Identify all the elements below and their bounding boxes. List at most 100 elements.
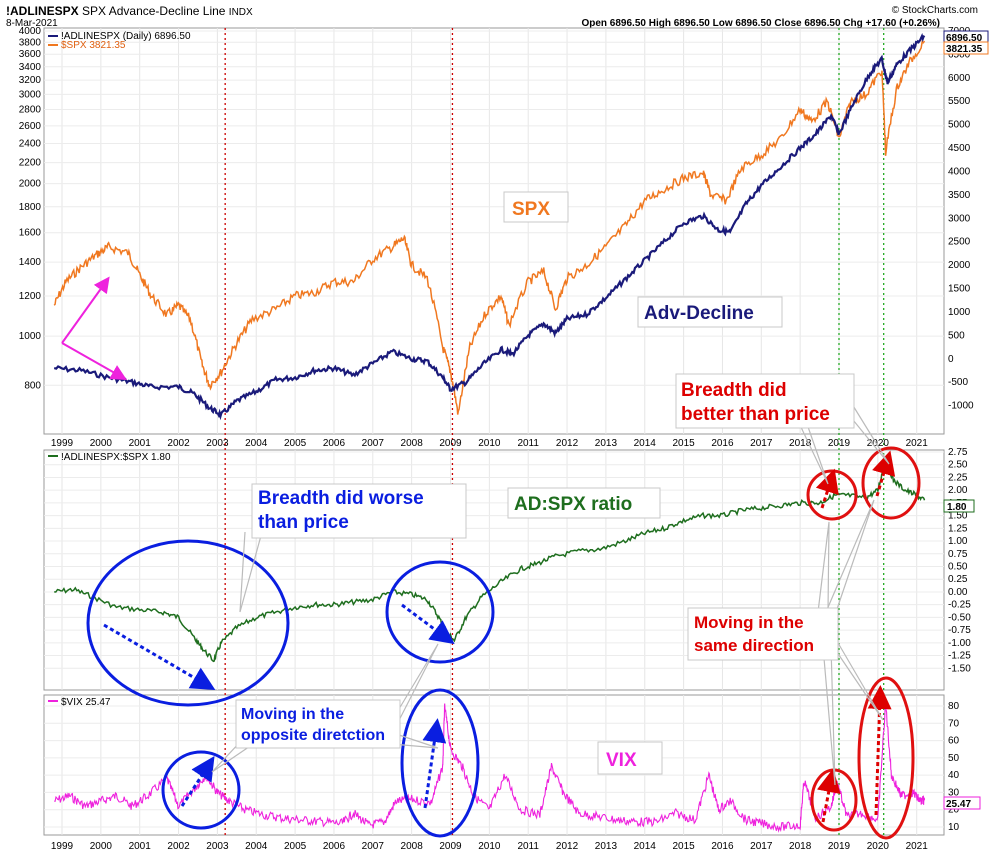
circle-2008-vix — [400, 688, 480, 838]
x-tick-label-bottom: 2019 — [828, 841, 851, 852]
x-tick-label-top: 2003 — [206, 438, 229, 449]
vix-tick-label: 50 — [948, 753, 960, 764]
x-tick-label-top: 2008 — [401, 438, 424, 449]
ratio-tick-label: -0.50 — [948, 612, 971, 623]
y-tick-label-right: 6500 — [948, 49, 971, 60]
x-tick-label-bottom: 2002 — [167, 841, 190, 852]
svg-text:opposite diretction: opposite diretction — [241, 727, 385, 744]
label-ratio: AD:SPX ratio — [507, 487, 661, 519]
x-tick-label-top: 2012 — [556, 438, 579, 449]
arrow-blue-2 — [401, 603, 455, 645]
x-tick-label-top: 2004 — [245, 438, 268, 449]
ratio-legend: !ADLINESPX:$SPX 1.80 — [48, 452, 171, 463]
x-tick-label-top: 2009 — [439, 438, 462, 449]
ratio-tick-label: 0.50 — [948, 562, 968, 573]
y-tick-label-left: 2000 — [19, 179, 42, 190]
arrow-blue-4 — [422, 718, 447, 809]
y-tick-label-right: 4000 — [948, 166, 971, 177]
y-tick-label-left: 2800 — [19, 105, 42, 116]
circle-2020-vix — [857, 676, 915, 840]
x-tick-label-bottom: 2021 — [906, 841, 929, 852]
y-tick-label-left: 3400 — [19, 62, 42, 73]
y-tick-label-left: 4000 — [19, 26, 42, 37]
ratio-tick-label: -1.00 — [948, 638, 971, 649]
x-tick-label-top: 2001 — [129, 438, 152, 449]
x-tick-label-top: 1999 — [51, 438, 74, 449]
y-tick-label-left: 1200 — [19, 291, 42, 302]
svg-text:Breadth did worse: Breadth did worse — [258, 488, 424, 509]
arrow-red-4 — [867, 685, 892, 816]
ratio-tick-label: 2.00 — [948, 485, 968, 496]
x-tick-label-bottom: 2012 — [556, 841, 579, 852]
x-tick-label-top: 2007 — [362, 438, 385, 449]
y-tick-label-left: 3800 — [19, 37, 42, 48]
chart-date: 8-Mar-2021 — [6, 18, 58, 29]
svg-text:1.80: 1.80 — [947, 502, 967, 513]
symbol: !ADLINESPX — [6, 4, 79, 18]
x-tick-label-top: 2018 — [789, 438, 812, 449]
y-tick-label-left: 1600 — [19, 228, 42, 239]
x-tick-label-top: 2011 — [517, 438, 539, 449]
panel-price-frame — [43, 27, 945, 435]
last-value-ratio: 1.80 — [943, 499, 975, 513]
ratio-tick-label: 0.00 — [948, 587, 968, 598]
symbol-name: SPX Advance-Decline Line — [82, 4, 226, 18]
label-breadth-better: Breadth did better than price — [675, 373, 855, 429]
x-tick-label-bottom: 2008 — [401, 841, 424, 852]
circle-2008-ratio — [385, 560, 495, 664]
ratio-series-line — [54, 458, 926, 663]
vix-tick-label: 40 — [948, 770, 960, 781]
x-tick-label-bottom: 2011 — [517, 841, 539, 852]
y-tick-label-left: 1000 — [19, 331, 42, 342]
brand-logo: © StockCharts.com — [891, 5, 978, 16]
ohlc-readout: Open 6896.50 High 6896.50 Low 6896.50 Cl… — [581, 18, 940, 29]
svg-text:AD:SPX ratio: AD:SPX ratio — [514, 494, 632, 515]
vix-tick-label: 80 — [948, 701, 960, 712]
x-tick-label-bottom: 2009 — [439, 841, 462, 852]
label-spx: SPX — [503, 191, 569, 223]
last-value-vix: 25.47 — [943, 796, 981, 810]
y-tick-label-left: 3600 — [19, 49, 42, 60]
x-tick-label-bottom: 2014 — [634, 841, 657, 852]
arrow-red-2 — [872, 450, 896, 497]
y-tick-label-right: 0 — [948, 354, 954, 365]
y-tick-label-right: 4500 — [948, 143, 971, 154]
x-tick-label-top: 2005 — [284, 438, 307, 449]
ratio-tick-label: -0.25 — [948, 600, 971, 611]
ratio-tick-label: 2.25 — [948, 472, 968, 483]
y-tick-label-right: 5500 — [948, 96, 971, 107]
x-tick-label-top: 2016 — [711, 438, 734, 449]
ratio-tick-label: 0.25 — [948, 574, 968, 585]
y-tick-label-right: 1500 — [948, 284, 971, 295]
svg-text:Adv-Decline: Adv-Decline — [644, 303, 754, 324]
arrow-magenta-1 — [61, 276, 110, 344]
label-breadth-worse: Breadth did worse than price — [251, 483, 467, 539]
ratio-tick-label: -1.25 — [948, 651, 971, 662]
y-tick-label-left: 2400 — [19, 138, 42, 149]
legend-ad: !ADLINESPX (Daily) 6896.50 — [61, 31, 191, 42]
x-tick-label-bottom: 1999 — [51, 841, 74, 852]
ratio-tick-label: 1.00 — [948, 536, 968, 547]
x-tick-label-top: 2020 — [867, 438, 890, 449]
y-tick-label-right: 2000 — [948, 260, 971, 271]
legend-spx: $SPX 3821.35 — [61, 40, 126, 51]
label-ad: Adv-Decline — [637, 296, 783, 328]
x-tick-label-bottom: 2007 — [362, 841, 385, 852]
y-tick-label-right: 6000 — [948, 73, 971, 84]
svg-text:Moving in the: Moving in the — [241, 706, 344, 723]
last-value-spx: 3821.35 — [943, 41, 989, 55]
arrow-red-3 — [816, 768, 841, 823]
x-tick-label-top: 2013 — [595, 438, 618, 449]
ratio-tick-label: 0.75 — [948, 549, 968, 560]
panel-ratio-frame — [43, 449, 945, 691]
svg-text:than price: than price — [258, 512, 349, 533]
svg-text:25.47: 25.47 — [946, 799, 971, 810]
y-tick-label-left: 1800 — [19, 202, 42, 213]
y-tick-label-right: 3500 — [948, 190, 971, 201]
ad-series-line — [53, 33, 926, 421]
y-tick-label-right: 500 — [948, 330, 965, 341]
y-tick-label-left: 1400 — [19, 257, 42, 268]
x-tick-label-bottom: 2001 — [129, 841, 152, 852]
x-tick-label-bottom: 2013 — [595, 841, 618, 852]
